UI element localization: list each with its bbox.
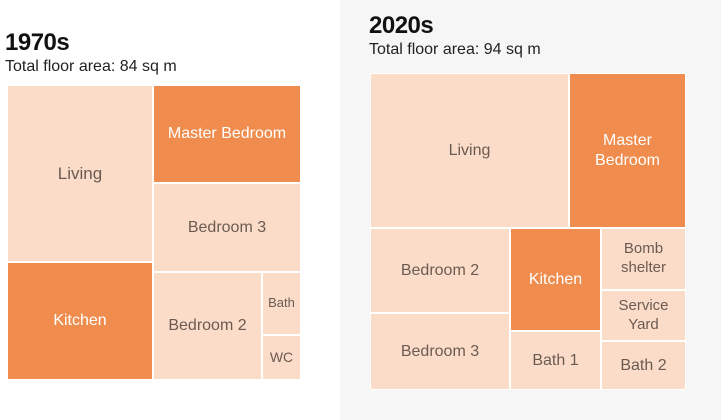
room-kitchen: Kitchen: [510, 228, 601, 331]
decade-heading: 2020s: [369, 12, 434, 39]
room-living: Living: [370, 73, 569, 228]
room-bomb-shelter: Bomb shelter: [601, 228, 686, 290]
room-master-bedroom: Master Bedroom: [153, 85, 301, 183]
floor-area-subtitle: Total floor area: 94 sq m: [369, 41, 541, 58]
room-bedroom-3: Bedroom 3: [370, 313, 510, 390]
floor-plan-2020s: 2020s Total floor area: 94 sq m Living M…: [340, 0, 721, 420]
room-service-yard: Service Yard: [601, 290, 686, 341]
room-bath-1: Bath 1: [510, 331, 601, 390]
room-bath: Bath: [262, 272, 301, 335]
floor-area-subtitle: Total floor area: 84 sq m: [5, 58, 177, 75]
room-wc: WC: [262, 335, 301, 380]
floor-plan-1970s: 1970s Total floor area: 84 sq m Living M…: [0, 0, 340, 420]
room-bedroom-2: Bedroom 2: [153, 272, 262, 380]
decade-heading: 1970s: [5, 29, 70, 56]
room-bedroom-3: Bedroom 3: [153, 183, 301, 272]
room-living: Living: [7, 85, 153, 262]
room-master-bedroom: Master Bedroom: [569, 73, 686, 228]
room-bedroom-2: Bedroom 2: [370, 228, 510, 313]
room-bath-2: Bath 2: [601, 341, 686, 390]
room-kitchen: Kitchen: [7, 262, 153, 380]
